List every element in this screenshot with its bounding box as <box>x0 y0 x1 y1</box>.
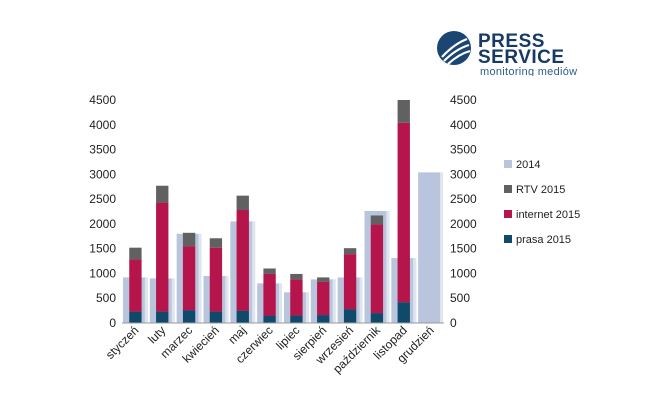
y-tick-right-1500: 1500 <box>450 242 477 256</box>
y-tick-right-3000: 3000 <box>450 167 477 181</box>
y-tick-right-1000: 1000 <box>450 266 477 280</box>
logo-line1: PRESS <box>478 31 545 52</box>
bar-prasa-2015-8 <box>317 315 330 323</box>
bar-2014-shine-10 <box>386 211 390 323</box>
legend-label-3: internet 2015 <box>516 209 580 221</box>
y-tick-right-2500: 2500 <box>450 192 477 206</box>
bar-2014-12 <box>418 172 443 323</box>
bar-rtv-2015-3 <box>182 232 196 247</box>
bar-rtv-2015-4 <box>209 238 223 248</box>
bar-internet-2015-2 <box>156 202 169 312</box>
y-tick-left-2000: 2000 <box>89 217 116 231</box>
bar-2014-shine-4 <box>225 275 229 323</box>
bar-2014-shine-11 <box>413 258 417 323</box>
bar-2014-shine-7 <box>305 292 309 323</box>
bar-prasa-2015-1 <box>129 311 142 323</box>
legend-swatch-1 <box>504 160 512 168</box>
bar-prasa-2015-6 <box>263 315 276 323</box>
y-tick-left-1000: 1000 <box>89 266 116 280</box>
y-tick-right-0: 0 <box>450 316 457 330</box>
bar-rtv-2015-5 <box>236 195 249 211</box>
legend-label-4: prasa 2015 <box>516 234 571 246</box>
bar-prasa-2015-3 <box>182 310 196 323</box>
bar-prasa-2015-4 <box>209 311 223 323</box>
bar-internet-2015-5 <box>236 210 249 311</box>
bar-internet-2015-7 <box>290 279 303 316</box>
bar-internet-2015-8 <box>317 281 330 316</box>
bar-internet-2015-11 <box>397 122 410 303</box>
bar-2014-shine-8 <box>332 279 336 323</box>
bar-2014-shine-2 <box>171 278 175 323</box>
logo-line2: SERVICE <box>478 47 565 68</box>
bar-prasa-2015-7 <box>290 315 303 323</box>
y-tick-right-2000: 2000 <box>450 217 477 231</box>
bar-rtv-2015-9 <box>343 248 357 255</box>
bars <box>123 100 443 323</box>
bar-2014-shine-1 <box>144 277 148 323</box>
legend-swatch-4 <box>504 235 512 243</box>
bar-rtv-2015-6 <box>263 268 276 274</box>
bar-2014-shine-3 <box>198 233 202 323</box>
logo-tagline: monitoring mediów <box>480 66 577 76</box>
y-tick-left-500: 500 <box>96 291 116 305</box>
y-tick-left-0: 0 <box>109 316 116 330</box>
bar-rtv-2015-11 <box>397 100 410 123</box>
bar-rtv-2015-2 <box>156 185 169 203</box>
bar-internet-2015-9 <box>343 254 357 310</box>
y-tick-left-1500: 1500 <box>89 242 116 256</box>
bar-2014-shine-6 <box>279 283 282 323</box>
y-tick-right-4500: 4500 <box>450 93 477 107</box>
press-service-logo: PRESS SERVICE monitoring mediów <box>437 31 577 76</box>
bar-rtv-2015-8 <box>317 277 330 282</box>
bar-internet-2015-1 <box>129 259 142 312</box>
y-tick-left-2500: 2500 <box>89 192 116 206</box>
y-tick-left-3500: 3500 <box>89 143 116 157</box>
legend: 2014 RTV 2015 internet 2015 prasa 2015 <box>504 159 580 246</box>
bar-prasa-2015-11 <box>397 302 410 323</box>
bar-internet-2015-4 <box>209 247 223 312</box>
y-tick-right-4000: 4000 <box>450 118 477 132</box>
bar-prasa-2015-2 <box>156 311 169 323</box>
bar-internet-2015-3 <box>182 246 196 311</box>
bar-rtv-2015-10 <box>370 215 384 225</box>
bar-prasa-2015-9 <box>343 309 357 323</box>
legend-swatch-2 <box>504 185 512 193</box>
y-tick-left-4000: 4000 <box>89 118 116 132</box>
bar-rtv-2015-7 <box>290 273 303 280</box>
legend-label-1: 2014 <box>516 159 540 171</box>
y-tick-left-3000: 3000 <box>89 167 116 181</box>
bar-internet-2015-10 <box>370 224 384 314</box>
bar-2014-shine-12 <box>440 172 443 323</box>
logo-mark-icon <box>437 31 471 65</box>
bar-2014-shine-9 <box>359 277 363 323</box>
bar-prasa-2015-5 <box>236 310 249 323</box>
legend-label-2: RTV 2015 <box>516 184 565 196</box>
bar-2014-shine-5 <box>252 221 256 323</box>
legend-swatch-3 <box>504 210 512 218</box>
y-tick-left-4500: 4500 <box>89 93 116 107</box>
y-tick-right-500: 500 <box>450 291 470 305</box>
bar-prasa-2015-10 <box>370 313 384 323</box>
y-tick-right-3500: 3500 <box>450 143 477 157</box>
bar-internet-2015-6 <box>263 273 276 316</box>
bar-rtv-2015-1 <box>129 247 142 260</box>
